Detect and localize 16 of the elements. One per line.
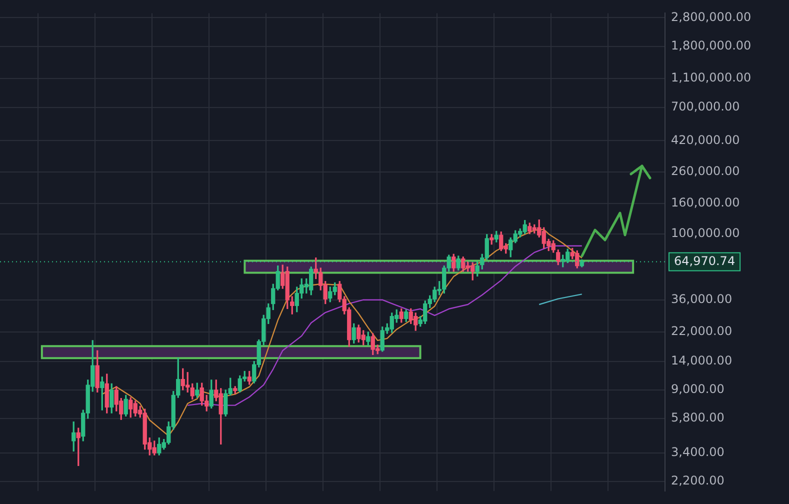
y-tick-label: 22,000.00 (671, 324, 732, 338)
y-tick-label: 160,000.00 (671, 195, 740, 210)
y-tick-label: 700,000.00 (671, 100, 740, 114)
y-tick-label: 100,000.00 (671, 226, 740, 240)
y-tick-label: 36,000.00 (671, 292, 732, 306)
y-tick-label: 1,100,000.00 (671, 70, 752, 84)
ref-line-label: 64,970.74 (674, 254, 736, 268)
y-tick-label: 2,800,000.00 (671, 10, 752, 24)
y-tick-label: 14,000.00 (671, 353, 732, 368)
y-tick-label: 260,000.00 (671, 164, 740, 178)
y-tick-label: 420,000.00 (671, 132, 740, 147)
y-tick-label: 5,800.00 (671, 410, 724, 425)
y-tick-label: 9,000.00 (671, 382, 724, 396)
y-tick-label: 1,800,000.00 (671, 38, 752, 52)
y-tick-label: 2,200.00 (671, 473, 724, 488)
y-tick-label: 3,400.00 (671, 445, 724, 460)
